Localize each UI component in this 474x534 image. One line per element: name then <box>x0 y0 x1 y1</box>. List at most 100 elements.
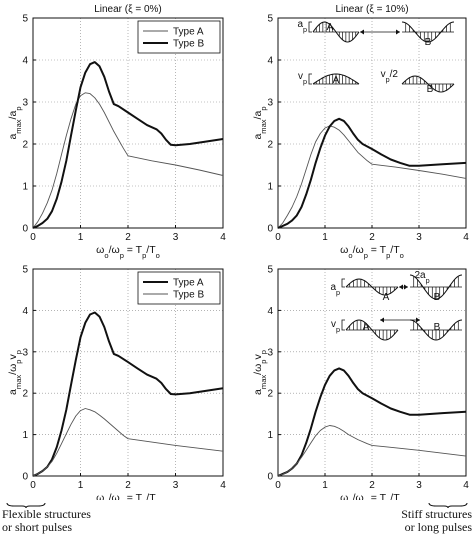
y-tick-label: 5 <box>267 265 273 276</box>
label-vp-top: vp <box>298 71 307 86</box>
amplitude-bracket <box>341 319 345 331</box>
y-tick-label: 3 <box>267 347 273 358</box>
x-tick-label: 1 <box>78 480 84 491</box>
y-tick-label: 5 <box>22 265 28 276</box>
amplitude-bracket <box>308 73 312 85</box>
y-tick-label: 2 <box>267 389 273 400</box>
waveform-curve <box>401 75 455 93</box>
chart-panel-1: 0 1 2 3 4 0 1 2 3 4 5 Linear (ξ = 0%) ωo/ωp = Tp/To a… <box>7 4 226 260</box>
label-a-vel-bottom: A <box>363 322 370 333</box>
x-axis-label: ωo/ωp = Tp/To <box>340 244 404 260</box>
chart-panel-2: 0 1 2 3 4 0 1 2 3 4 5 Linear (ξ = 10%) ωo/ωp = Tp/To… <box>252 4 469 260</box>
y-tick-label: 4 <box>267 306 273 317</box>
waveform-insets-top-right: ap A Bvp Avp/2 B <box>297 19 455 95</box>
chart-title: Linear (ξ = 0%) <box>94 4 162 15</box>
waveform-insets-bottom-right: ap A 2ap Bvp A B <box>330 270 463 341</box>
x-tick-label: 0 <box>30 232 36 243</box>
y-tick-label: 0 <box>267 472 273 483</box>
legend-label: Type B <box>173 290 204 301</box>
x-tick-label: 2 <box>369 232 375 243</box>
caption-left-line2: or short pulses <box>2 520 72 534</box>
legend-label: Type A <box>173 27 204 38</box>
x-tick-label: 1 <box>322 480 328 491</box>
label-2ap: 2ap <box>414 270 429 285</box>
accel-pulse-a-bottom <box>345 278 399 296</box>
y-axis-label: amax/ωpvp <box>7 350 23 395</box>
y-tick-label: 1 <box>267 430 273 441</box>
series-line-type-b <box>32 61 224 229</box>
vel-pulse-a <box>312 73 360 85</box>
legend-label: Type B <box>173 39 204 50</box>
brace-right <box>428 502 468 508</box>
caption-flexible-structures: Flexible structures or short pulses <box>2 502 91 534</box>
x-tick-label: 1 <box>322 232 328 243</box>
amplitude-bracket <box>308 21 312 33</box>
x-tick-label: 4 <box>220 232 226 243</box>
y-tick-label: 1 <box>22 430 28 441</box>
x-tick-label: 2 <box>125 480 131 491</box>
arrow-head-right <box>416 317 420 323</box>
x-tick-label: 4 <box>220 480 226 491</box>
caption-left-line1: Flexible structures <box>2 507 91 521</box>
label-b-vel-top: B <box>427 84 434 95</box>
label-b-vel-bottom: B <box>434 322 441 333</box>
label-a-vel-top: A <box>333 75 340 86</box>
label-b-accel-top: B <box>425 37 432 48</box>
label-ap-bottom: ap <box>330 282 340 297</box>
x-tick-label: 3 <box>173 480 179 491</box>
y-axis-label: amax/ap <box>252 106 268 139</box>
arrow-head-left <box>360 29 364 35</box>
label-b-accel-bottom: B <box>434 292 441 303</box>
label-vp-half: vp/2 <box>381 69 399 84</box>
legend-label: Type A <box>173 278 204 289</box>
x-axis-label: ωo/ωp = Tp/To <box>96 492 160 500</box>
y-axis-label: amax/ωpvp <box>252 350 268 395</box>
arrow-head-left <box>399 284 403 290</box>
legend-box <box>137 20 221 54</box>
caption-right-line2: or long pulses <box>404 520 472 534</box>
y-tick-label: 4 <box>22 306 28 317</box>
waveform-curve <box>312 21 360 43</box>
caption-right-line1: Stiff structures <box>401 507 472 521</box>
caption-stiff-structures: Stiff structures or long pulses <box>401 502 472 534</box>
x-tick-label: 1 <box>78 232 84 243</box>
y-tick-label: 5 <box>22 14 28 25</box>
label-a-accel-top: A <box>327 22 334 33</box>
accel-pulse-b-bottom <box>409 274 463 300</box>
waveform-curve <box>345 278 399 296</box>
waveform-curve <box>345 319 399 341</box>
x-tick-label: 2 <box>369 480 375 491</box>
y-tick-label: 1 <box>267 182 273 193</box>
x-tick-label: 0 <box>30 480 36 491</box>
x-tick-label: 3 <box>416 232 422 243</box>
label-a-accel-bottom: A <box>383 292 390 303</box>
y-axis-label: amax/ap <box>7 106 23 139</box>
x-axis-label: ωo/ωp = Tp/To <box>96 244 160 260</box>
label-vp-bottom: vp <box>331 319 340 334</box>
series-line-type-b <box>32 408 224 477</box>
y-tick-label: 4 <box>267 56 273 67</box>
y-tick-label: 3 <box>22 347 28 358</box>
arrow-head-right <box>396 29 400 35</box>
series-line-type-b <box>277 117 467 229</box>
chart-panel-3: 0 1 2 3 4 0 1 2 3 4 5 ωo/ωp = Tp/To amax/ωpvp Type AT… <box>7 265 226 501</box>
chart-title: Linear (ξ = 10%) <box>335 4 408 15</box>
series-line-type-b <box>277 425 467 477</box>
x-tick-label: 4 <box>463 232 469 243</box>
accel-pulse-a <box>312 21 360 43</box>
y-tick-label: 3 <box>22 98 28 109</box>
vel-pulse-b-bottom <box>409 319 463 341</box>
accel-pulse-b <box>401 21 455 43</box>
legend-box <box>137 271 221 305</box>
y-tick-label: 0 <box>267 224 273 235</box>
label-ap-top: ap <box>297 19 307 34</box>
x-tick-label: 3 <box>173 232 179 243</box>
y-tick-label: 4 <box>22 56 28 67</box>
y-tick-label: 1 <box>22 182 28 193</box>
vel-pulse-a-bottom <box>345 319 399 341</box>
x-tick-label: 3 <box>416 480 422 491</box>
y-tick-label: 3 <box>267 98 273 109</box>
series-line-type-a <box>32 311 224 477</box>
